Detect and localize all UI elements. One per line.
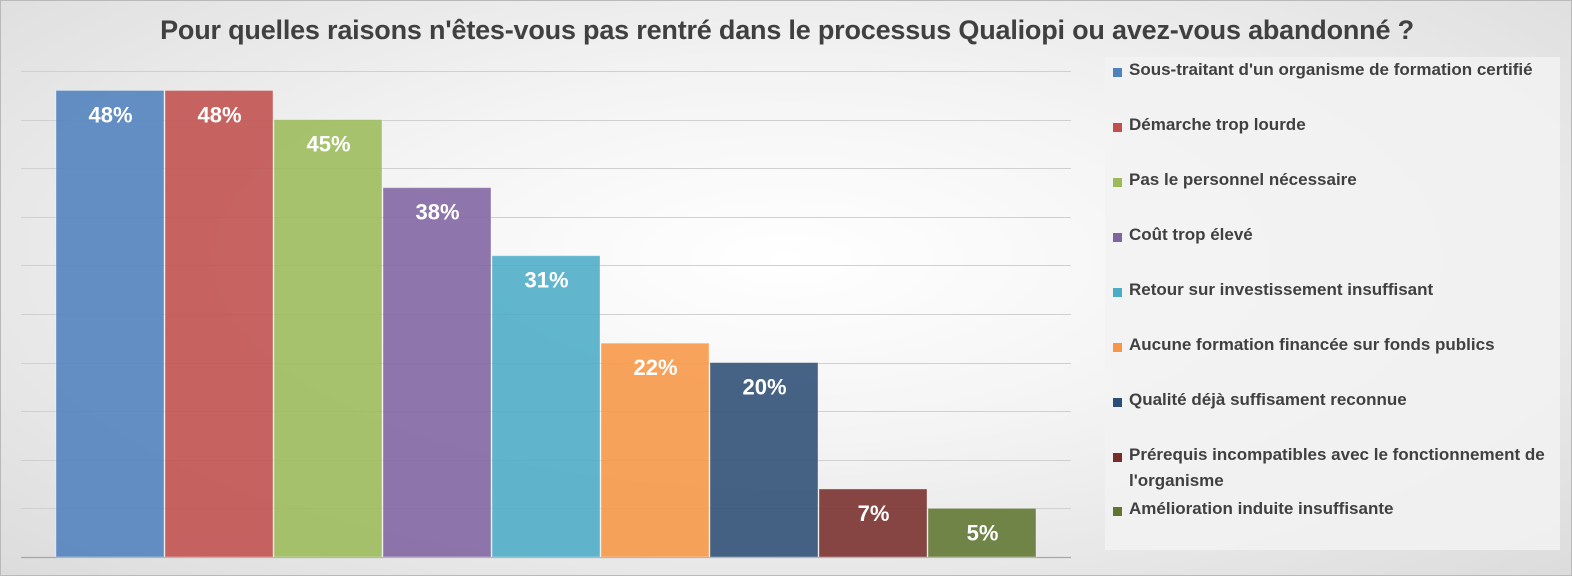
legend-label: Retour sur investissement insuffisant bbox=[1129, 280, 1434, 299]
legend-label: Sous-traitant d'un organisme de formatio… bbox=[1129, 60, 1533, 79]
legend: Sous-traitant d'un organisme de formatio… bbox=[1105, 57, 1560, 550]
legend-swatch bbox=[1113, 398, 1122, 407]
legend-label: Coût trop élevé bbox=[1129, 225, 1253, 244]
chart-title: Pour quelles raisons n'êtes-vous pas ren… bbox=[160, 15, 1414, 45]
bar bbox=[55, 89, 165, 558]
bar bbox=[491, 255, 601, 558]
data-label: 48% bbox=[88, 102, 132, 127]
bar bbox=[600, 342, 710, 558]
data-label: 31% bbox=[524, 268, 568, 293]
legend-item: Aucune formation financée sur fonds publ… bbox=[1113, 335, 1553, 358]
bar bbox=[273, 119, 383, 558]
legend-swatch bbox=[1113, 453, 1122, 462]
legend-swatch bbox=[1113, 288, 1122, 297]
legend-item: Prérequis incompatibles avec le fonction… bbox=[1113, 445, 1553, 494]
legend-swatch bbox=[1113, 123, 1122, 132]
bar bbox=[164, 89, 274, 558]
legend-label: Pas le personnel nécessaire bbox=[1129, 170, 1357, 189]
legend-item: Démarche trop lourde bbox=[1113, 115, 1553, 138]
legend-swatch bbox=[1113, 233, 1122, 242]
legend-item: Sous-traitant d'un organisme de formatio… bbox=[1113, 60, 1553, 83]
legend-swatch bbox=[1113, 507, 1122, 516]
legend-label: Prérequis incompatibles avec le fonction… bbox=[1129, 445, 1545, 490]
legend-swatch bbox=[1113, 178, 1122, 187]
bar bbox=[818, 488, 928, 558]
bar bbox=[709, 362, 819, 558]
data-label: 22% bbox=[633, 355, 677, 380]
bar bbox=[927, 507, 1037, 558]
legend-swatch bbox=[1113, 68, 1122, 77]
legend-item: Amélioration induite insuffisante bbox=[1113, 499, 1553, 522]
legend-label: Qualité déjà suffisament reconnue bbox=[1129, 390, 1407, 409]
data-label: 45% bbox=[306, 132, 350, 157]
legend-label: Aucune formation financée sur fonds publ… bbox=[1129, 335, 1495, 354]
legend-item: Pas le personnel nécessaire bbox=[1113, 170, 1553, 193]
data-label: 48% bbox=[197, 102, 241, 127]
legend-item: Coût trop élevé bbox=[1113, 225, 1553, 248]
bar bbox=[382, 187, 492, 558]
legend-item: Retour sur investissement insuffisant bbox=[1113, 280, 1553, 303]
legend-label: Amélioration induite insuffisante bbox=[1129, 499, 1394, 518]
legend-swatch bbox=[1113, 343, 1122, 352]
data-label: 7% bbox=[858, 501, 890, 526]
data-label: 38% bbox=[415, 200, 459, 225]
data-label: 5% bbox=[967, 520, 999, 545]
legend-label: Démarche trop lourde bbox=[1129, 115, 1306, 134]
legend-item: Qualité déjà suffisament reconnue bbox=[1113, 390, 1553, 413]
data-label: 20% bbox=[742, 375, 786, 400]
